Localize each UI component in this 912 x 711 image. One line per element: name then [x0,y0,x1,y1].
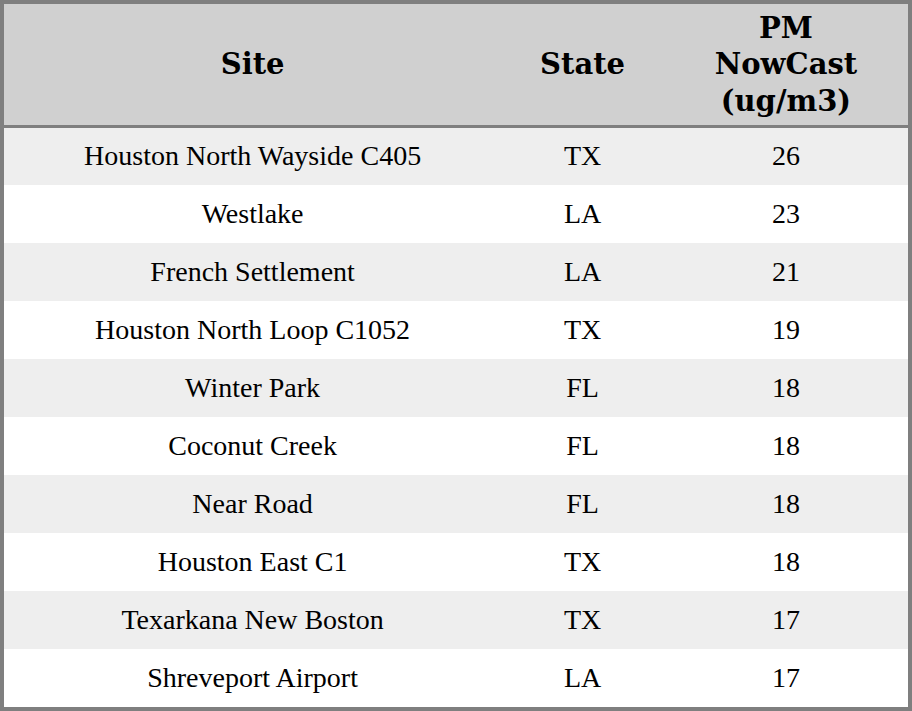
table-row: French Settlement LA 21 [4,243,908,301]
pm-header-line-3: (ug/m3) [664,83,908,119]
state-cell: FL [501,417,664,475]
state-cell: LA [501,649,664,707]
table-row: Houston East C1 TX 18 [4,533,908,591]
data-table: Site State PM NowCast (ug/m3) Houston No… [4,4,908,707]
column-header-site: Site [4,4,501,127]
pm-value-cell: 23 [664,185,908,243]
pm-value-cell: 18 [664,359,908,417]
pm-value-cell: 18 [664,533,908,591]
table-header: Site State PM NowCast (ug/m3) [4,4,908,127]
pm-value-cell: 17 [664,649,908,707]
site-cell: Houston East C1 [4,533,501,591]
pm-value-cell: 19 [664,301,908,359]
site-cell: Houston North Wayside C405 [4,127,501,185]
site-cell: Coconut Creek [4,417,501,475]
state-cell: TX [501,301,664,359]
pm-header-line-1: PM [664,10,908,46]
table-row: Texarkana New Boston TX 17 [4,591,908,649]
site-cell: Winter Park [4,359,501,417]
state-cell: FL [501,359,664,417]
table-row: Shreveport Airport LA 17 [4,649,908,707]
table-row: Houston North Loop C1052 TX 19 [4,301,908,359]
site-cell: Houston North Loop C1052 [4,301,501,359]
table-row: Coconut Creek FL 18 [4,417,908,475]
site-cell: French Settlement [4,243,501,301]
header-row: Site State PM NowCast (ug/m3) [4,4,908,127]
table-row: Westlake LA 23 [4,185,908,243]
state-cell: FL [501,475,664,533]
site-cell: Shreveport Airport [4,649,501,707]
pm-value-cell: 18 [664,417,908,475]
table-body: Houston North Wayside C405 TX 26 Westlak… [4,127,908,708]
pm-value-cell: 21 [664,243,908,301]
state-cell: TX [501,127,664,185]
pm-value-cell: 17 [664,591,908,649]
pm-value-cell: 26 [664,127,908,185]
site-cell: Texarkana New Boston [4,591,501,649]
state-cell: TX [501,533,664,591]
state-cell: LA [501,185,664,243]
state-cell: TX [501,591,664,649]
column-header-state: State [501,4,664,127]
site-cell: Westlake [4,185,501,243]
pm-value-cell: 18 [664,475,908,533]
table-row: Winter Park FL 18 [4,359,908,417]
site-cell: Near Road [4,475,501,533]
pm-header-line-2: NowCast [664,46,908,82]
state-cell: LA [501,243,664,301]
table-row: Houston North Wayside C405 TX 26 [4,127,908,185]
pm-nowcast-table: Site State PM NowCast (ug/m3) Houston No… [0,0,912,711]
table-row: Near Road FL 18 [4,475,908,533]
column-header-pm-nowcast: PM NowCast (ug/m3) [664,4,908,127]
